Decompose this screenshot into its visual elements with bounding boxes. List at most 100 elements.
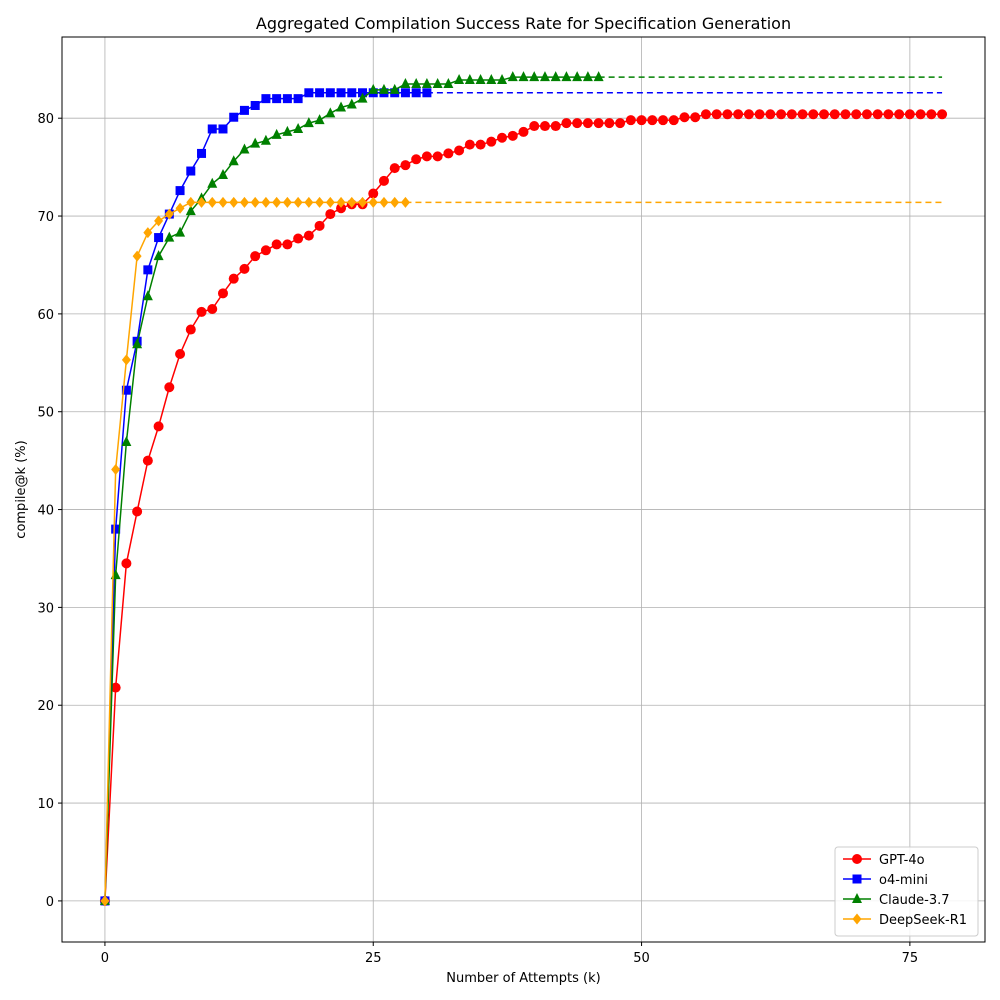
data-point	[217, 168, 228, 179]
data-point	[347, 196, 357, 208]
data-point	[400, 88, 410, 98]
data-point	[443, 77, 454, 88]
data-point	[937, 109, 948, 120]
data-point	[197, 196, 207, 208]
data-point	[250, 100, 260, 110]
data-point	[486, 74, 497, 85]
legend-marker	[852, 893, 862, 903]
data-point	[272, 196, 282, 208]
data-point	[808, 109, 819, 120]
data-point	[207, 196, 217, 208]
data-point	[336, 196, 346, 208]
data-point	[421, 77, 432, 88]
data-point	[304, 88, 314, 98]
data-point	[132, 338, 143, 349]
data-point	[700, 109, 711, 120]
data-point	[454, 145, 465, 156]
data-point	[421, 151, 432, 162]
data-point	[207, 177, 218, 188]
data-point	[336, 88, 346, 98]
data-point	[765, 109, 776, 120]
data-point	[304, 196, 314, 208]
data-point	[111, 463, 121, 475]
data-point	[186, 196, 196, 208]
data-point	[239, 263, 250, 274]
data-point	[228, 155, 239, 166]
data-point	[293, 94, 303, 104]
data-point	[894, 109, 905, 120]
data-point	[153, 250, 164, 261]
data-point	[390, 196, 400, 208]
data-point	[218, 124, 228, 134]
data-point	[260, 245, 271, 256]
data-point	[315, 88, 325, 98]
data-point	[368, 196, 378, 208]
data-point	[679, 112, 690, 123]
data-point	[378, 175, 389, 186]
legend-item: GPT-4o	[843, 853, 925, 868]
data-point	[293, 196, 303, 208]
data-point	[325, 107, 336, 118]
data-point	[561, 118, 572, 129]
data-point	[786, 109, 797, 120]
data-point	[593, 118, 604, 129]
y-tick-label: 30	[37, 601, 54, 616]
data-point	[904, 109, 915, 120]
data-point	[218, 196, 228, 208]
data-point	[315, 196, 325, 208]
data-point	[121, 385, 131, 395]
series-0	[99, 109, 948, 906]
data-point	[228, 273, 239, 284]
data-point	[293, 122, 304, 133]
data-point	[358, 196, 368, 208]
data-point	[851, 109, 862, 120]
x-tick-label: 25	[365, 951, 382, 966]
data-point	[250, 137, 261, 148]
data-point	[797, 109, 808, 120]
data-point	[154, 215, 164, 227]
series-3	[100, 196, 943, 907]
data-point	[561, 71, 572, 82]
data-point	[840, 109, 851, 120]
legend-marker	[852, 854, 862, 864]
data-point	[550, 121, 561, 132]
data-point	[197, 148, 207, 158]
y-tick-label: 60	[37, 308, 54, 323]
data-point	[250, 251, 261, 262]
data-point	[325, 196, 335, 208]
data-point	[475, 74, 486, 85]
data-point	[872, 109, 883, 120]
data-point	[518, 71, 529, 82]
data-point	[303, 230, 314, 241]
data-point	[722, 109, 733, 120]
legend-box	[834, 846, 979, 937]
data-point	[507, 130, 518, 141]
data-point	[582, 118, 593, 129]
legend-label: o4-mini	[879, 873, 928, 888]
data-point	[121, 354, 131, 366]
data-point	[239, 196, 249, 208]
data-point	[539, 71, 550, 82]
y-tick-label: 0	[46, 895, 54, 910]
legend-label: GPT-4o	[879, 853, 925, 868]
data-point	[926, 109, 937, 120]
data-point	[432, 151, 443, 162]
data-point	[121, 436, 132, 447]
data-point	[336, 101, 347, 112]
data-point	[164, 382, 175, 393]
data-point	[711, 109, 722, 120]
data-point	[347, 88, 357, 98]
data-point	[743, 109, 754, 120]
data-point	[379, 196, 389, 208]
data-point	[604, 118, 615, 129]
data-point	[282, 239, 293, 250]
legend-item: DeepSeek-R1	[843, 913, 967, 928]
data-point	[411, 77, 422, 88]
data-point	[217, 288, 228, 299]
data-point	[378, 83, 389, 94]
x-tick-label: 50	[633, 951, 650, 966]
data-point	[207, 303, 218, 314]
data-point	[121, 558, 132, 569]
